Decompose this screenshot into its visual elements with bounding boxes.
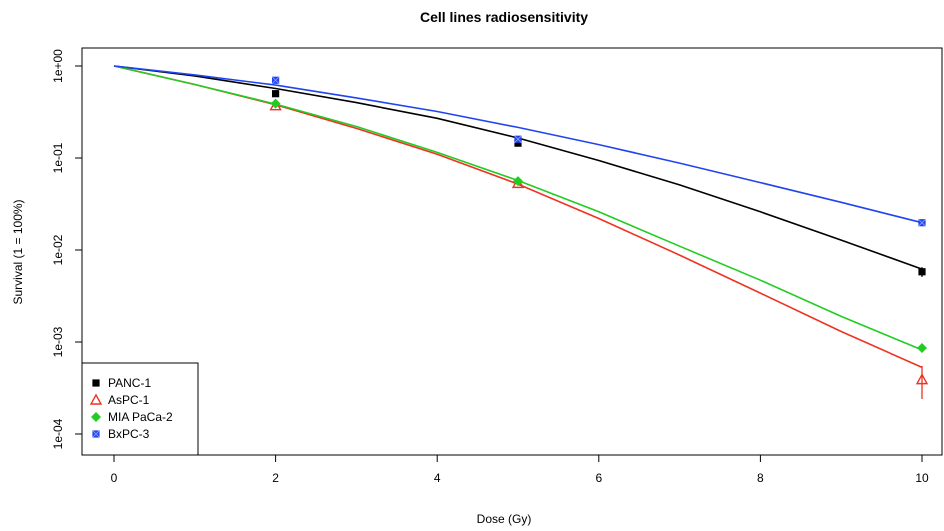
x-tick-label: 6 — [595, 471, 602, 485]
data-point-mia-paca-2 — [917, 343, 927, 354]
x-tick-label: 4 — [434, 471, 441, 485]
x-tick-label: 8 — [757, 471, 764, 485]
data-point-panc-1 — [272, 90, 280, 98]
data-point-aspc-1 — [915, 373, 929, 385]
y-axis-label: Survival (1 = 100%) — [11, 199, 25, 304]
legend-label-aspc-1: AsPC-1 — [108, 393, 150, 407]
x-axis: 0 2 4 6 8 10 — [111, 454, 929, 485]
legend-label-panc-1: PANC-1 — [108, 376, 151, 390]
fit-curves — [113, 65, 923, 369]
plot-frame — [81, 47, 943, 456]
data-point-bxpc-3-cross — [514, 135, 522, 144]
legend-marker-bxpc-3-cross — [92, 430, 100, 438]
data-point-panc-1 — [514, 139, 522, 147]
y-tick-label: 1e-02 — [51, 234, 65, 265]
x-tick-label: 0 — [111, 471, 118, 485]
legend-marker-aspc-1 — [89, 393, 103, 405]
fit-curve-aspc-1 — [113, 65, 923, 369]
y-tick-label: 1e-01 — [51, 142, 65, 173]
y-axis: 1e+00 1e-01 1e-02 1e-03 1e-04 — [51, 49, 83, 449]
data-point-mia-paca-2 — [270, 98, 281, 109]
legend-box — [81, 362, 199, 456]
y-tick-label: 1e+00 — [51, 49, 65, 83]
chart-title: Cell lines radiosensitivity — [420, 9, 588, 25]
legend-label-bxpc-3: BxPC-3 — [108, 427, 150, 441]
data-point-bxpc-3-cross — [918, 218, 926, 227]
y-tick-label: 1e-03 — [51, 326, 65, 357]
data-point-mia-paca-2 — [513, 176, 523, 187]
legend-marker-mia-paca-2 — [91, 412, 101, 422]
x-axis-label: Dose (Gy) — [477, 512, 532, 526]
legend-marker-panc-1 — [92, 379, 100, 387]
legend: PANC-1 AsPC-1 MIA PaCa-2 BxPC-3 — [81, 362, 199, 456]
fit-curve-panc-1 — [113, 65, 923, 270]
x-tick-label: 10 — [915, 471, 929, 485]
data-points — [269, 76, 929, 385]
fit-curve-mia-paca-2 — [113, 65, 923, 351]
x-tick-label: 2 — [272, 471, 279, 485]
legend-label-mia-paca-2: MIA PaCa-2 — [108, 410, 173, 424]
data-point-panc-1 — [918, 268, 926, 276]
fit-curve-bxpc-3 — [113, 65, 923, 224]
y-tick-label: 1e-04 — [51, 418, 65, 449]
data-point-bxpc-3-cross — [271, 76, 280, 85]
